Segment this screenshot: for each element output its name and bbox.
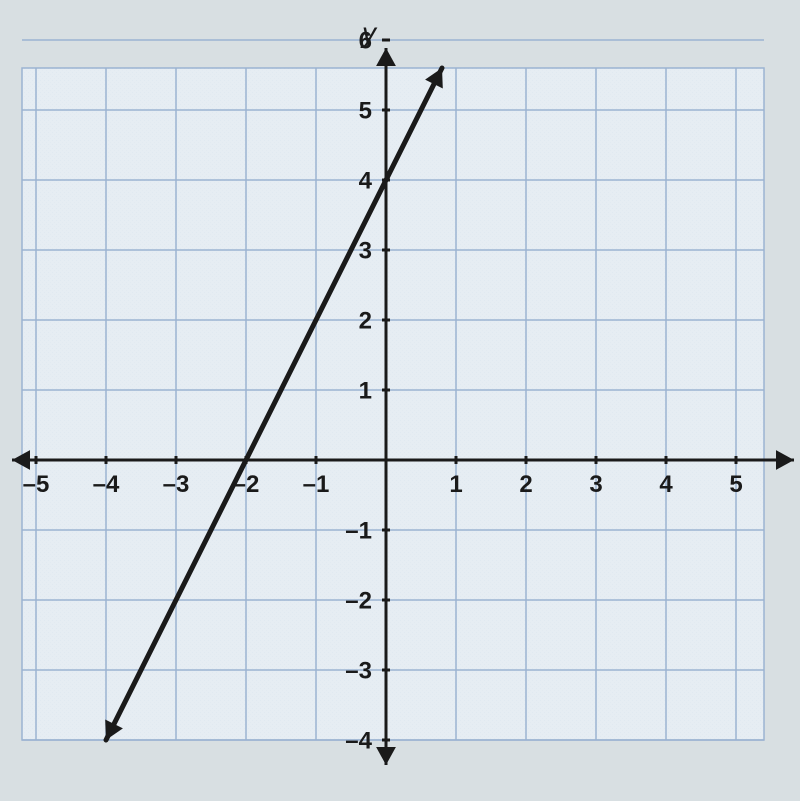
y-tick-label: 1 [359, 377, 372, 404]
y-tick-label: 2 [359, 307, 372, 334]
x-tick-label: –3 [163, 471, 190, 498]
y-axis-title: y [360, 17, 378, 48]
y-tick-label: 4 [359, 167, 373, 194]
x-tick-label: –4 [93, 471, 120, 498]
y-tick-label: –1 [345, 517, 372, 544]
y-tick-label: 5 [359, 97, 372, 124]
x-tick-label: –5 [23, 471, 50, 498]
x-tick-label: 5 [729, 471, 742, 498]
y-tick-label: –4 [345, 727, 372, 754]
y-tick-label: –2 [345, 587, 372, 614]
x-tick-label: –1 [303, 471, 330, 498]
x-tick-label: 1 [449, 471, 462, 498]
x-tick-label: 4 [659, 471, 673, 498]
y-tick-label: –3 [345, 657, 372, 684]
coordinate-chart: –5–4–3–2–112345–4–3–2–1123456xy [0, 0, 800, 801]
y-tick-label: 3 [359, 237, 372, 264]
x-tick-label: 3 [589, 471, 602, 498]
x-tick-label: 2 [519, 471, 532, 498]
